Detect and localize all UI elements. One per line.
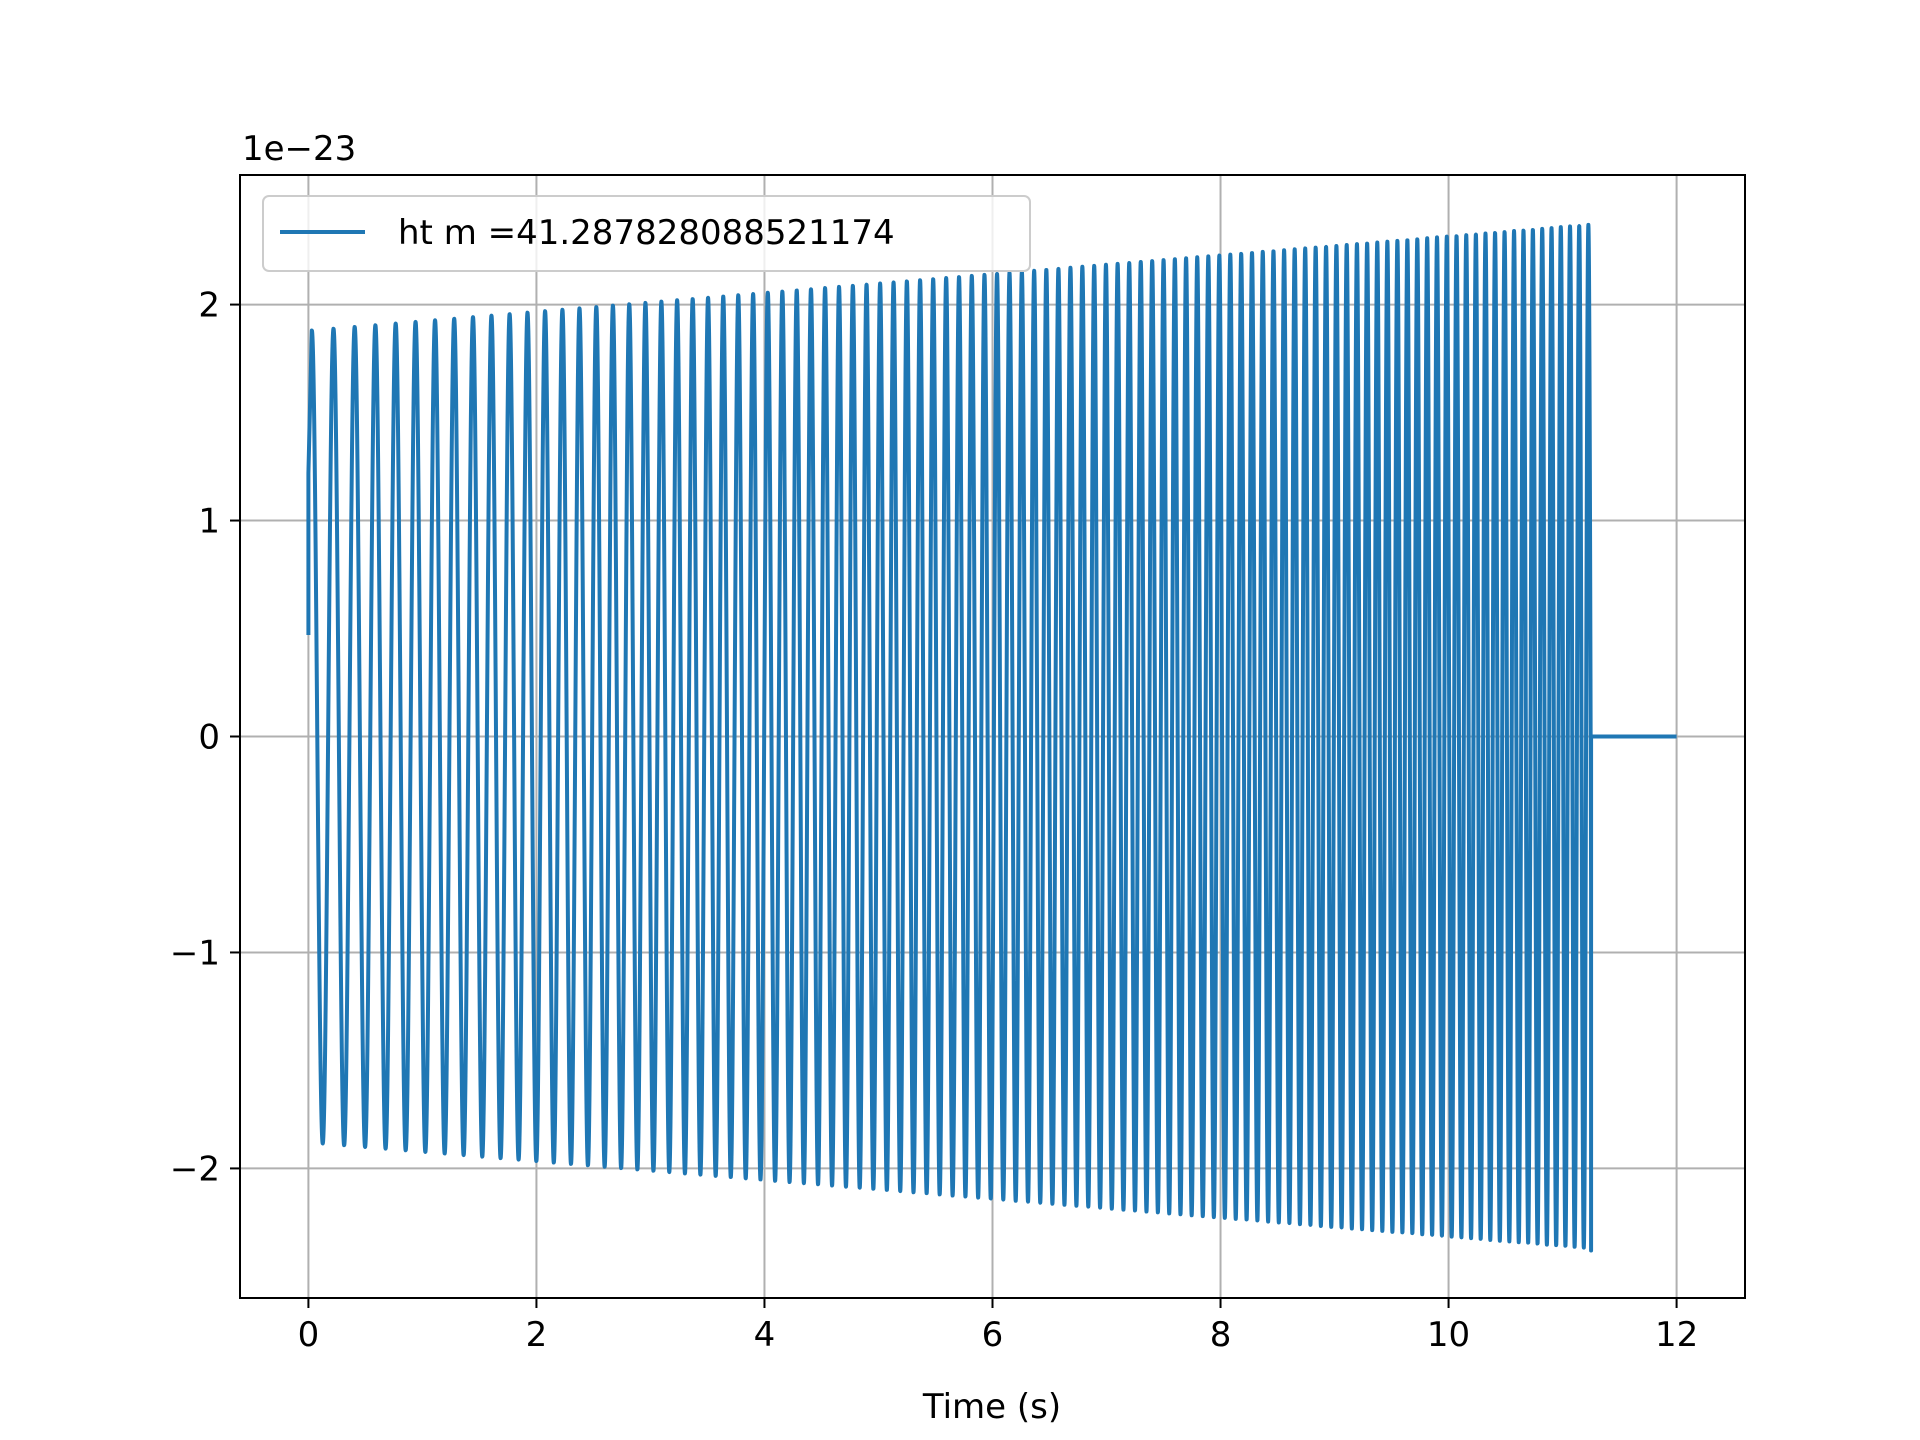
series-line (306, 222, 1677, 1253)
x-tick-label: 4 (754, 1315, 776, 1355)
x-tick-label: 12 (1655, 1315, 1698, 1355)
legend-box (262, 195, 1031, 272)
y-tick-label: 1 (198, 502, 220, 542)
y-tick-label: −2 (170, 1149, 220, 1189)
x-axis: 0 2 4 6 8 10 12 (298, 1298, 1698, 1355)
y-tick-label: 2 (198, 286, 220, 326)
x-tick-label: 10 (1427, 1315, 1470, 1355)
y-tick-label: −1 (170, 933, 220, 973)
x-tick-label: 2 (526, 1315, 548, 1355)
legend: ht m =41.287828088521174 (262, 195, 1031, 272)
x-tick-label: 8 (1210, 1315, 1232, 1355)
x-axis-label: Time (s) (922, 1387, 1061, 1427)
y-tick-label: 0 (198, 718, 220, 758)
y-axis: −2 −1 0 1 2 (170, 286, 240, 1189)
x-tick-label: 6 (982, 1315, 1004, 1355)
x-tick-label: 0 (298, 1315, 320, 1355)
y-scale-label: 1e−23 (242, 129, 356, 169)
legend-label: ht m =41.287828088521174 (398, 213, 895, 253)
